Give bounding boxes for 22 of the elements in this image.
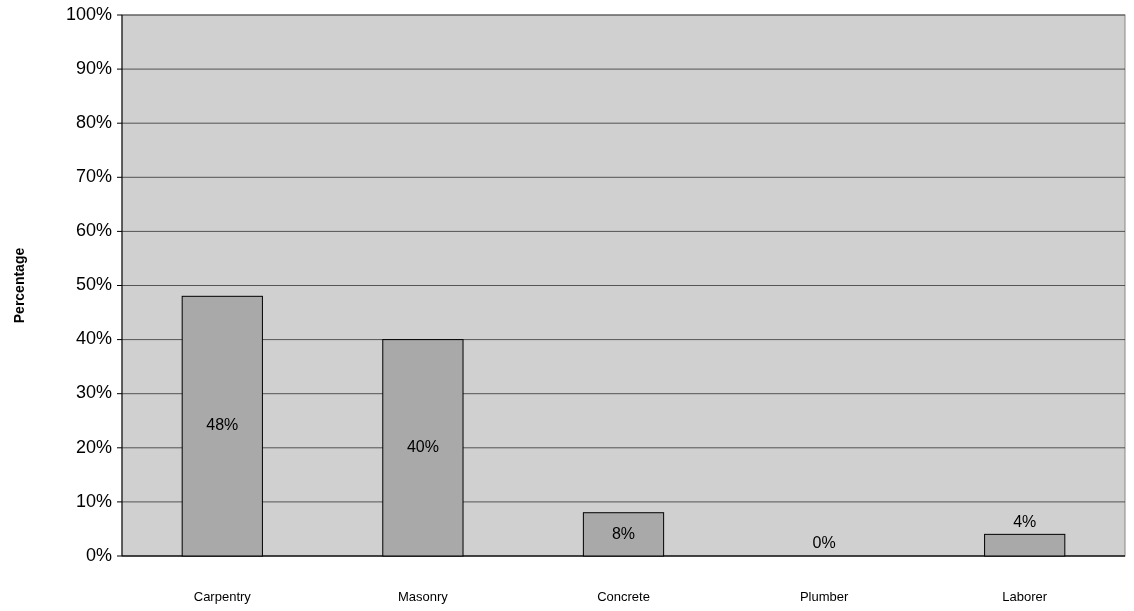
data-label: 0% (812, 534, 836, 552)
y-axis-title: Percentage (11, 247, 27, 324)
x-tick-label: Plumber (799, 589, 849, 604)
y-tick-label: 90% (75, 57, 112, 78)
x-tick-label: Masonry (397, 589, 449, 604)
data-label: 48% (206, 416, 239, 434)
x-tick-label: Laborer (1002, 589, 1048, 604)
y-tick-label: 50% (75, 274, 112, 295)
y-tick-label: 0% (85, 544, 112, 565)
y-tick-label: 30% (75, 382, 112, 403)
y-tick-label: 80% (75, 111, 112, 132)
x-tick-label: Concrete (597, 589, 650, 604)
data-label: 8% (611, 524, 636, 542)
data-label: 40% (406, 438, 439, 456)
data-label: 4% (1013, 512, 1037, 530)
y-tick-label: 60% (75, 220, 112, 241)
y-tick-label: 10% (75, 490, 112, 511)
y-tick-label: 20% (75, 436, 112, 457)
y-tick-label: 70% (75, 166, 112, 187)
x-tick-label: Carpentry (193, 589, 252, 604)
y-tick-label: 40% (75, 328, 112, 349)
y-tick-label: 100% (65, 3, 112, 24)
